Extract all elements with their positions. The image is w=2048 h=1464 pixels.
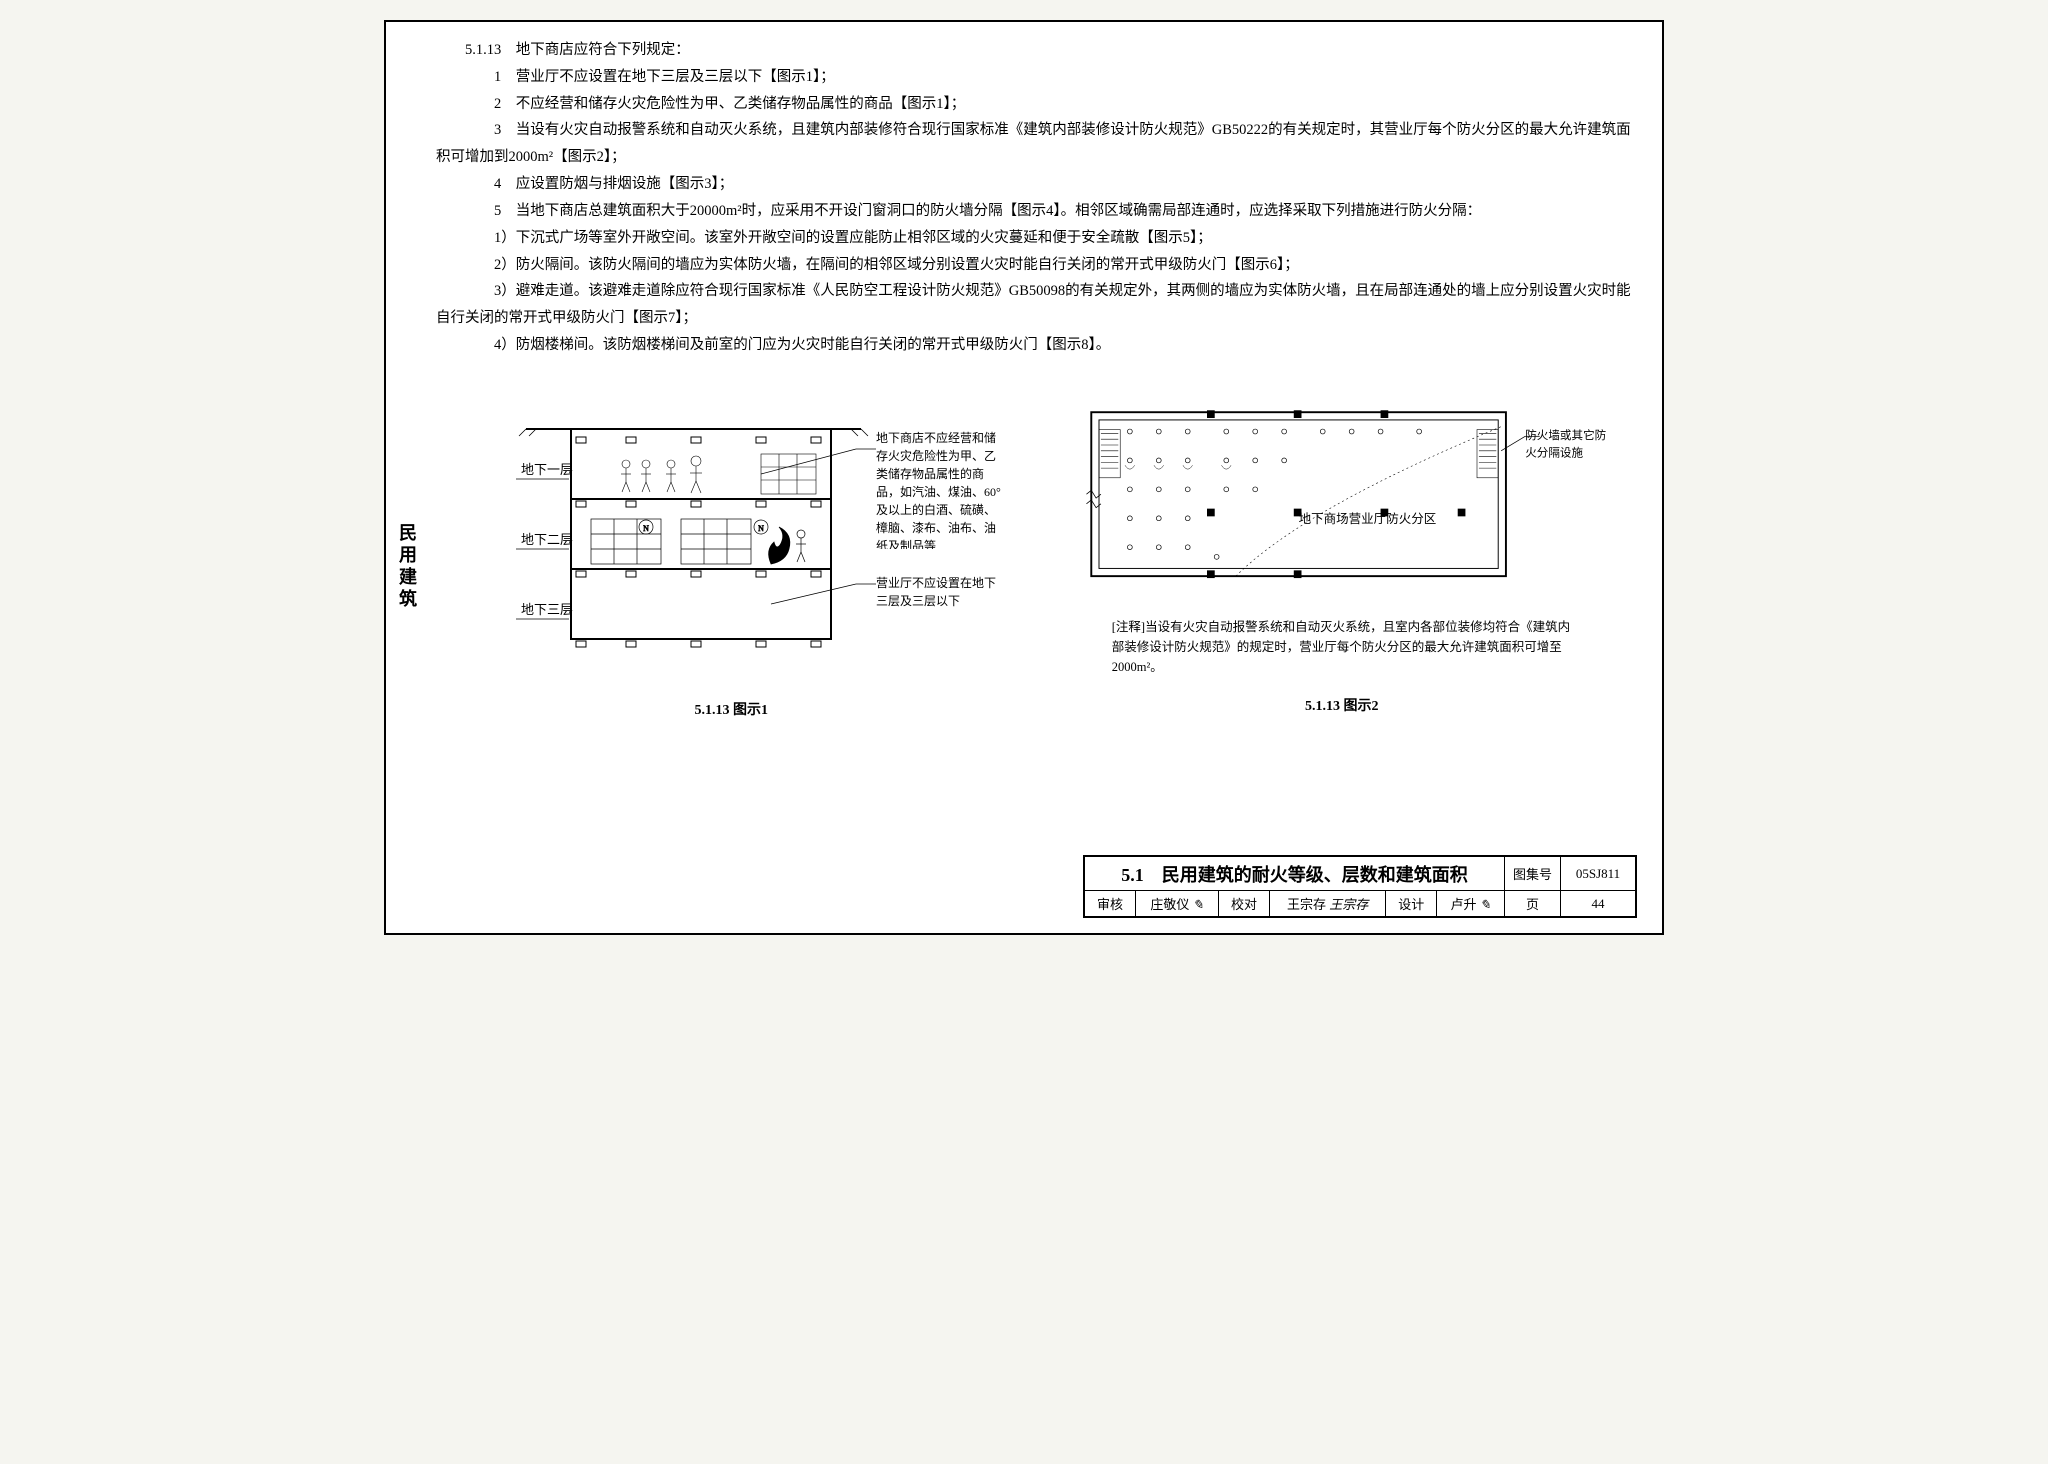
name-sheji: 卢升 ✎: [1437, 891, 1505, 917]
page-label: 页: [1504, 891, 1560, 917]
figure-1: N N 地下一层 地下二层 地下三层 地下商店不应经营和储存火灾危险性为甲、乙: [436, 389, 1027, 719]
fig1-callout-1: 地下商店不应经营和储存火灾危险性为甲、乙类储存物品属性的商品，如汽油、煤油、60…: [876, 429, 1001, 549]
title-block: 5.1 民用建筑的耐火等级、层数和建筑面积 图集号 05SJ811 审核 庄敬仪…: [1083, 855, 1637, 918]
atlas-num: 05SJ811: [1561, 857, 1636, 891]
item-5-3: 3）避难走道。该避难走道除应符合现行国家标准《人民防空工程设计防火规范》GB50…: [436, 278, 1637, 332]
page-frame: 民用建筑 5.1.13 地下商店应符合下列规定： 1 营业厅不应设置在地下三层及…: [384, 20, 1664, 935]
figure-2-caption: 5.1.13 图示2: [1305, 695, 1379, 715]
name-shenhe: 庄敬仪 ✎: [1135, 891, 1218, 917]
svg-text:N: N: [758, 524, 764, 533]
figure-1-caption: 5.1.13 图示1: [695, 699, 769, 719]
b3-label: 地下三层: [521, 602, 573, 617]
b2-label: 地下二层: [521, 532, 573, 547]
fig2-side-label: 防火墙或其它防火分隔设施: [1525, 426, 1610, 461]
figures-row: N N 地下一层 地下二层 地下三层 地下商店不应经营和储存火灾危险性为甲、乙: [436, 389, 1637, 719]
role-sheji: 设计: [1386, 891, 1437, 917]
atlas-label: 图集号: [1504, 857, 1560, 891]
item-5-2: 2）防火隔间。该防火隔间的墙应为实体防火墙，在隔间的相邻区域分别设置火灾时能自行…: [436, 252, 1637, 279]
item-5: 5 当地下商店总建筑面积大于20000m²时，应采用不开设门窗洞口的防火墙分隔【…: [436, 198, 1637, 225]
titleblock-title: 5.1 民用建筑的耐火等级、层数和建筑面积: [1084, 857, 1504, 891]
b1-label: 地下一层: [521, 462, 573, 477]
figure-2-svg: 地下商场营业厅防火分区 防火墙或其它防火分隔设施: [1072, 389, 1612, 609]
role-shenhe: 审核: [1084, 891, 1135, 917]
page-num: 44: [1561, 891, 1636, 917]
figure-2: 地下商场营业厅防火分区 防火墙或其它防火分隔设施: [1047, 389, 1638, 719]
fig1-callout-2: 营业厅不应设置在地下三层及三层以下: [876, 574, 1001, 610]
item-3: 3 当设有火灾自动报警系统和自动灭火系统，且建筑内部装修符合现行国家标准《建筑内…: [436, 117, 1637, 171]
figure-1-svg: N N 地下一层 地下二层 地下三层 地下商店不应经营和储存火灾危险性为甲、乙: [461, 389, 1001, 689]
fig2-plan-label: 地下商场营业厅防火分区: [1298, 511, 1436, 526]
role-jiaodui: 校对: [1219, 891, 1270, 917]
item-1: 1 营业厅不应设置在地下三层及三层以下【图示1】；: [436, 64, 1637, 91]
side-category-label: 民用建筑: [394, 523, 420, 611]
item-2: 2 不应经营和储存火灾危险性为甲、乙类储存物品属性的商品【图示1】；: [436, 91, 1637, 118]
section-heading: 5.1.13 地下商店应符合下列规定：: [436, 37, 1637, 64]
figure-2-note: [注释]当设有火灾自动报警系统和自动灭火系统，且室内各部位装修均符合《建筑内部装…: [1112, 617, 1572, 677]
svg-text:N: N: [643, 524, 649, 533]
item-5-1: 1）下沉式广场等室外开敞空间。该室外开敞空间的设置应能防止相邻区域的火灾蔓延和便…: [436, 225, 1637, 252]
regulation-text: 5.1.13 地下商店应符合下列规定： 1 营业厅不应设置在地下三层及三层以下【…: [436, 37, 1637, 359]
item-4: 4 应设置防烟与排烟设施【图示3】；: [436, 171, 1637, 198]
name-jiaodui: 王宗存 王宗存: [1269, 891, 1385, 917]
item-5-4: 4）防烟楼梯间。该防烟楼梯间及前室的门应为火灾时能自行关闭的常开式甲级防火门【图…: [436, 332, 1637, 359]
